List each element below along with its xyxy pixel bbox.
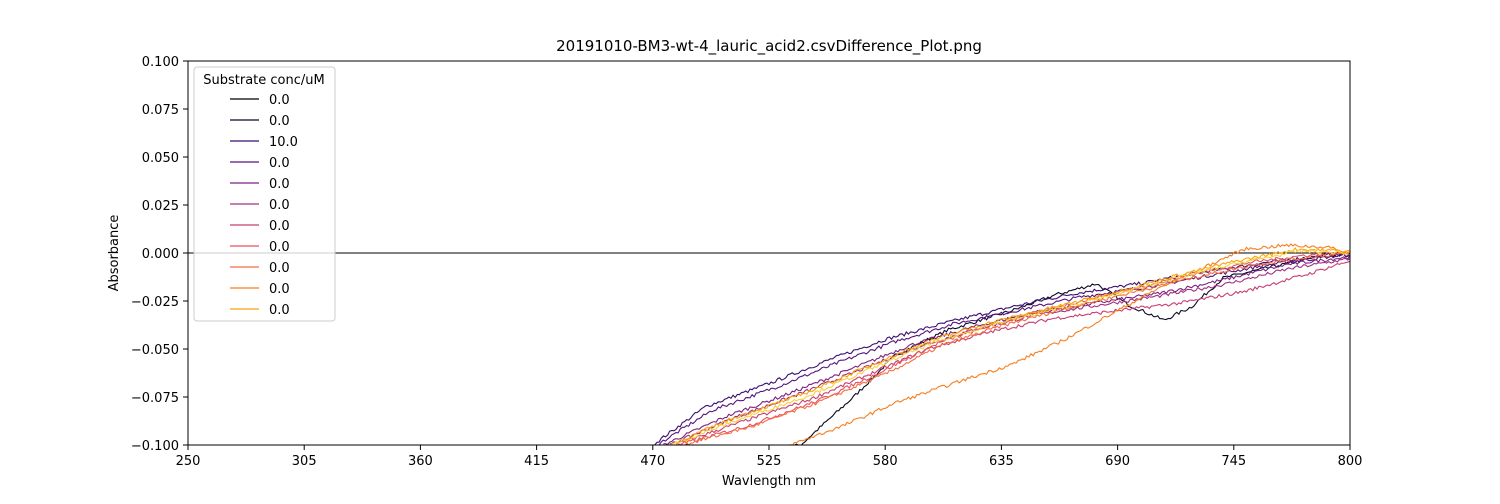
- legend: Substrate conc/uM 0.00.010.00.00.00.00.0…: [193, 66, 336, 322]
- legend-entries: 0.0 0.0 10.0 0.0 0.0 0.0 0.0 0.0 0.0 0.0 0.0: [230, 93, 298, 318]
- series-line-9: [682, 251, 1350, 445]
- x-tick-label: 525: [757, 454, 782, 469]
- legend-entry-label: 0.0: [269, 240, 290, 255]
- y-tick-label: 0.000: [142, 247, 179, 262]
- legend-entry-label: 0.0: [269, 261, 290, 276]
- x-tick-label: 470: [640, 454, 665, 469]
- x-tick-label: 305: [292, 454, 317, 469]
- legend-entry-label: 0.0: [269, 198, 290, 213]
- legend-entry-label: 0.0: [269, 219, 290, 234]
- x-tick-label: 800: [1338, 454, 1363, 469]
- legend-box: [193, 66, 336, 322]
- x-axis: 250 305 360 415 470 525 580 635 690 745 800: [176, 445, 1363, 469]
- x-tick-label: 250: [176, 454, 201, 469]
- y-tick-label: 0.025: [142, 199, 179, 214]
- x-tick-label: 415: [524, 454, 549, 469]
- x-tick-label: 635: [989, 454, 1014, 469]
- y-tick-label: −0.025: [131, 295, 179, 310]
- legend-entry-label: 0.0: [269, 177, 290, 192]
- legend-entry-label: 0.0: [269, 156, 290, 171]
- legend-entry-label: 10.0: [269, 135, 298, 150]
- series-line-4: [658, 253, 1350, 445]
- y-tick-label: 0.075: [142, 103, 179, 118]
- legend-entry-label: 0.0: [269, 282, 290, 297]
- legend-title: Substrate conc/uM: [203, 73, 324, 88]
- legend-entry-label: 0.0: [269, 114, 290, 129]
- y-tick-label: 0.050: [142, 151, 179, 166]
- chart-title: 20191010-BM3-wt-4_lauric_acid2.csvDiffer…: [556, 37, 982, 56]
- y-tick-label: −0.050: [131, 343, 179, 358]
- y-tick-label: 0.100: [142, 55, 179, 70]
- series-line-10: [789, 243, 1350, 445]
- y-tick-label: −0.075: [131, 391, 179, 406]
- x-axis-label: Wavlength nm: [722, 474, 816, 489]
- x-tick-label: 580: [873, 454, 898, 469]
- series-line-5: [663, 254, 1350, 445]
- x-tick-label: 360: [408, 454, 433, 469]
- series-line-12: [671, 248, 1350, 445]
- series-line-8: [677, 250, 1350, 445]
- series-line-6: [669, 257, 1350, 445]
- y-tick-label: −0.100: [131, 439, 179, 454]
- series-line-2: [685, 253, 1350, 445]
- series-line-7: [674, 260, 1350, 445]
- x-tick-label: 690: [1105, 454, 1130, 469]
- y-axis-label: Absorbance: [107, 215, 122, 292]
- y-axis: 0.100 0.075 0.050 0.025 0.000 −0.025 −0.050 −0.…: [131, 55, 188, 454]
- series-line-11: [670, 247, 1350, 445]
- legend-entry-label: 0.0: [269, 93, 290, 108]
- series-line-3: [653, 251, 1350, 445]
- legend-entry-label: 0.0: [269, 303, 290, 318]
- x-tick-label: 745: [1221, 454, 1246, 469]
- series-layer: [188, 243, 1350, 445]
